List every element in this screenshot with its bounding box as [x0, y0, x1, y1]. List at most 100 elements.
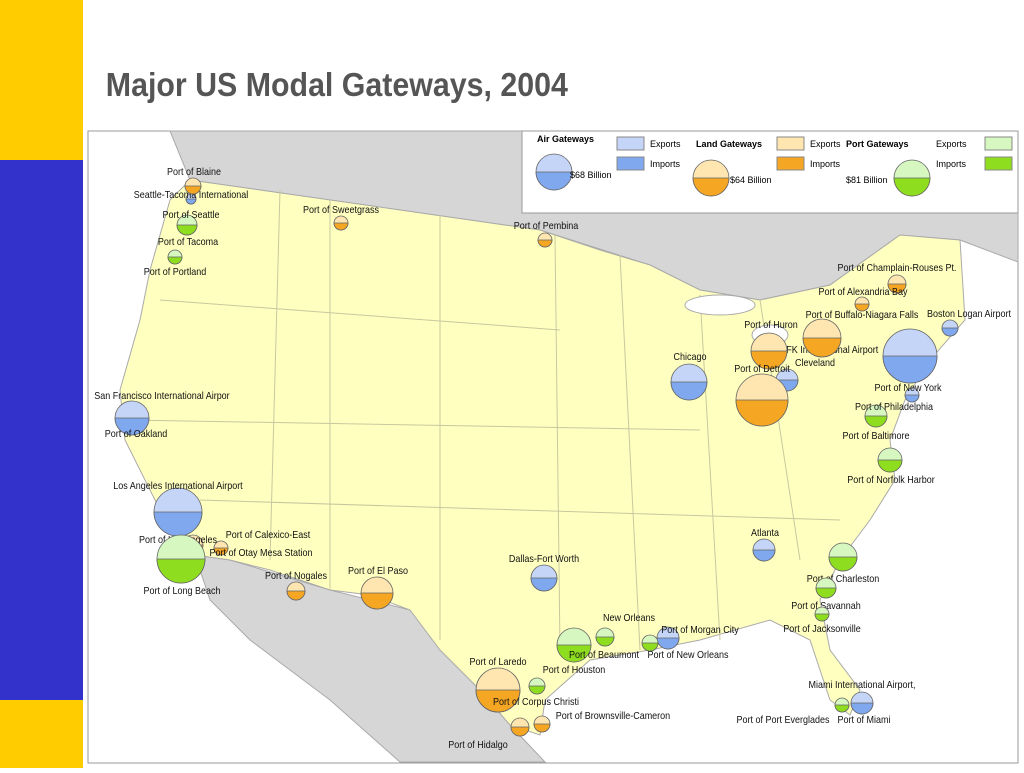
imports-slice	[877, 459, 903, 473]
imports-slice	[670, 381, 708, 401]
gateway-label: Atlanta	[751, 528, 780, 540]
gateway-label: Port of Sweetgrass	[303, 205, 379, 217]
gateway-label: Seattle-Tacoma International	[134, 190, 248, 202]
gateway-label: Port of Pembina	[514, 221, 579, 233]
legend-total: $81 Billion	[846, 175, 888, 185]
legend-exports: Exports	[936, 139, 967, 149]
imports-slice	[114, 417, 150, 436]
gateway-label: Port of Otay Mesa Station	[210, 548, 313, 560]
slide-title: Major US Modal Gateways, 2004	[106, 66, 568, 103]
gateway-label: Port of Laredo	[470, 657, 527, 669]
legend-title: Port Gateways	[846, 139, 909, 149]
gateway-label: New Orleans	[603, 613, 655, 625]
imports-slice	[828, 556, 858, 572]
gateway-label: Port of Seattle	[163, 210, 220, 222]
gateway-label: Port of Tacoma	[158, 237, 219, 249]
legend-title: Air Gateways	[537, 134, 594, 144]
legend-swatch	[776, 136, 805, 151]
gateway-label: Port of Hidalgo	[448, 740, 507, 752]
imports-slice	[882, 355, 938, 384]
imports-slice	[850, 702, 874, 715]
imports-slice	[556, 644, 592, 663]
imports-slice	[537, 239, 553, 248]
legend-imports: Imports	[810, 159, 841, 169]
imports-slice	[156, 558, 206, 584]
gateway-label: Port of Blaine	[167, 167, 221, 179]
gateway-label: Port of Oakland	[105, 429, 167, 441]
gateway-label: Port of Beaumont	[569, 650, 639, 662]
gateway-label: Port of Nogales	[265, 571, 327, 583]
gateway-label: Port of Alexandria Bay	[819, 287, 908, 299]
legend-exports: Exports	[810, 139, 841, 149]
imports-slice	[185, 198, 197, 205]
legend-imports: Imports	[650, 159, 681, 169]
mexico	[194, 554, 547, 763]
gateway-label: Port of Detroit	[734, 364, 790, 376]
legend-swatch	[984, 136, 1013, 151]
legend-total: $68 Billion	[570, 170, 612, 180]
imports-slice	[814, 613, 830, 622]
legend-exports: Exports	[650, 139, 681, 149]
gateway-label: Port of Champlain-Rouses Pt.	[838, 263, 957, 275]
legend	[521, 130, 1019, 214]
gateway-label: Port of Huron	[744, 320, 797, 332]
gateway-label: Port of Jacksonville	[783, 624, 860, 636]
legend-swatch	[984, 156, 1013, 171]
imports-slice	[887, 283, 907, 294]
imports-slice	[333, 222, 349, 231]
imports-slice	[941, 327, 959, 337]
imports-slice	[802, 337, 842, 358]
gateway-label: San Francisco International Airpor	[94, 391, 229, 403]
imports-slice	[834, 704, 850, 713]
gateway-label: Cleveland	[795, 358, 835, 370]
bar-top	[0, 0, 83, 160]
gateway-label: Port of New Orleans	[648, 650, 729, 662]
gateway-label: Port of Long Beach	[144, 586, 221, 598]
gateway-label: Port of New York	[875, 383, 942, 395]
gateway-label: Port of Philadelphia	[855, 402, 934, 414]
gateway-label: Port of Morgan City	[661, 625, 739, 637]
gateway-label: Port of Savannah	[791, 601, 860, 613]
imports-slice	[184, 185, 202, 195]
imports-slice	[641, 642, 659, 652]
gateway-label: Chicago	[674, 352, 707, 364]
imports-slice	[815, 587, 837, 599]
gateway-label: Port of Calexico-East	[226, 530, 311, 542]
gateway-label: Port of Portland	[144, 267, 206, 279]
gateway-label: Port of Corpus Christi	[493, 697, 579, 709]
great-lakes	[684, 294, 756, 316]
gateway-label: Boston Logan Airport	[927, 309, 1011, 321]
gateway-label: Port of Brownsville-Cameron	[556, 711, 670, 723]
gateway-label: Port of Norfolk Harbor	[847, 475, 934, 487]
imports-slice	[176, 224, 198, 236]
imports-slice	[864, 415, 888, 428]
bar-bottom	[0, 700, 83, 768]
imports-slice	[750, 350, 788, 370]
imports-slice	[510, 726, 530, 737]
imports-slice	[904, 394, 920, 403]
legend-imports: Imports	[936, 159, 967, 169]
gateway-label: Port of Port Everglades	[737, 715, 830, 727]
imports-slice	[692, 177, 730, 197]
imports-slice	[535, 171, 573, 191]
gateway-label: Port of El Paso	[348, 566, 408, 578]
imports-slice	[595, 636, 615, 647]
gateway-label: Port of Houston	[543, 665, 605, 677]
gateway-label: Dallas-Fort Worth	[509, 554, 579, 566]
imports-slice	[360, 592, 394, 610]
imports-slice	[533, 723, 551, 733]
imports-slice	[735, 399, 789, 427]
imports-slice	[530, 577, 558, 592]
gateway-label: Los Angeles International Airport	[113, 481, 243, 493]
gateway-label: Port of Buffalo-Niagara Falls	[806, 310, 919, 322]
imports-slice	[167, 256, 183, 265]
legend-title: Land Gateways	[696, 139, 762, 149]
imports-slice	[752, 549, 776, 562]
legend-swatch	[776, 156, 805, 171]
legend-swatch	[616, 136, 645, 151]
state-lines	[129, 189, 841, 651]
imports-slice	[893, 177, 931, 197]
gateway-label: Port of Baltimore	[843, 431, 910, 443]
